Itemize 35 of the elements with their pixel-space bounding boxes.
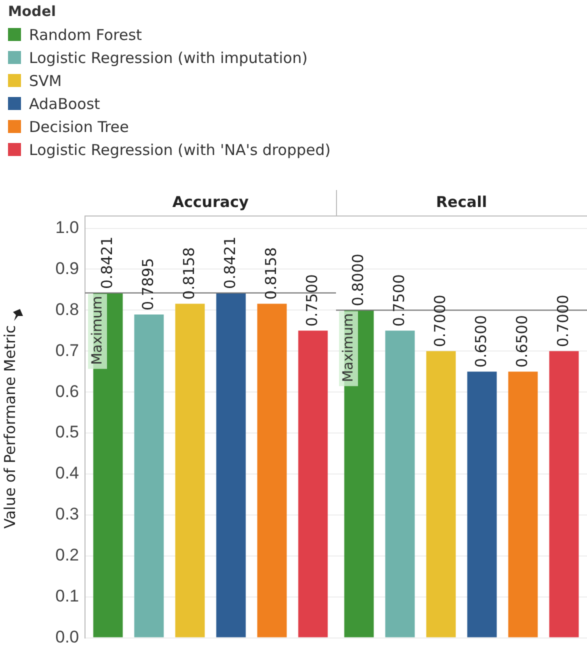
data-label: 0.7000 [554,294,572,348]
data-label: 0.7500 [390,274,408,327]
data-label: 0.8421 [98,236,116,289]
y-tick-label: 0.3 [55,504,79,524]
legend-label: Decision Tree [29,118,129,136]
legend-label: SVM [29,72,62,90]
data-label: 0.8158 [180,247,198,300]
legend-label: AdaBoost [29,94,100,112]
y-tick-label: 0.5 [55,422,79,442]
y-tick-label: 0.0 [55,627,79,646]
data-label: 0.7895 [138,258,157,310]
y-tick-label: 0.6 [55,382,79,401]
y-tick-label: 0.2 [55,546,79,565]
y-tick-label: 1.0 [55,218,79,237]
x-tick-label: Recall [436,192,488,211]
data-label: 0.6500 [512,315,531,368]
y-tick-label: 0.9 [55,258,79,278]
y-tick-label: 0.1 [55,586,79,606]
ref-line-label: Maximum [340,313,357,382]
data-label: 0.6500 [472,315,490,368]
ref-line-label: Maximum [90,296,106,365]
legend-title: Model [8,4,57,20]
legend-label: Logistic Regression (with 'NA's dropped) [29,140,331,158]
x-tick-label: Accuracy [172,192,249,211]
y-tick-label: 0.8 [55,300,79,319]
data-label: 0.7500 [302,274,321,327]
data-label: 0.7000 [430,294,449,348]
y-axis-title: Value of Performane Metric [0,325,19,529]
y-tick-label: 0.4 [55,464,79,483]
data-label: 0.8421 [220,236,239,289]
data-label: 0.8000 [348,254,367,306]
legend-label: Logistic Regression (with imputation) [29,48,308,66]
y-tick-label: 0.7 [55,340,79,360]
legend-label: Random Forest [29,26,142,44]
data-label: 0.8158 [262,247,280,300]
